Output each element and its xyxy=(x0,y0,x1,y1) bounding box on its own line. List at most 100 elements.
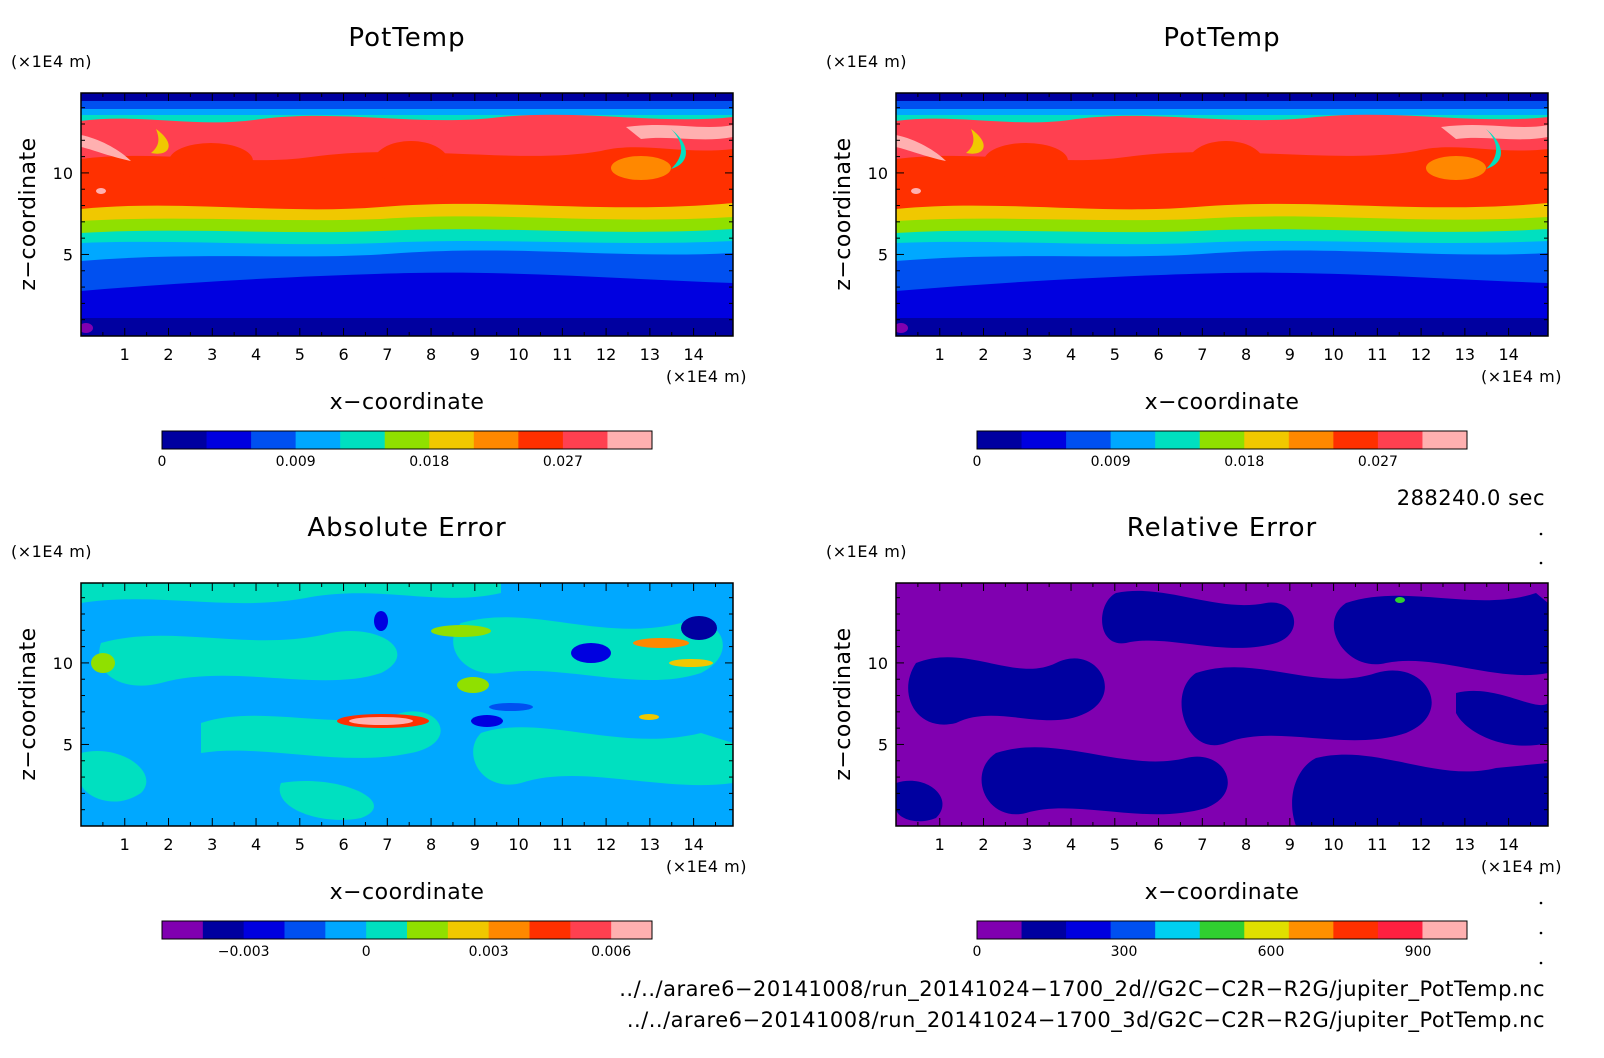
colorbar: 0 0.009 0.018 0.027 xyxy=(973,430,1468,470)
field-region xyxy=(279,781,374,820)
colorbar-tick-label: 0.006 xyxy=(591,944,631,960)
contour-field xyxy=(81,93,733,336)
colorbar-swatch xyxy=(562,431,608,449)
y-unit-label: (×1E4 m) xyxy=(11,542,92,561)
y-tick-label: 5 xyxy=(878,735,888,754)
field-region xyxy=(171,126,441,154)
field-region xyxy=(471,715,503,727)
colorbar-swatch xyxy=(1422,921,1468,939)
x-tick-label: 4 xyxy=(1066,345,1076,364)
field-region xyxy=(669,659,713,667)
x-tick-label: 14 xyxy=(683,345,703,364)
x-tick-label: 2 xyxy=(163,345,173,364)
field-region xyxy=(633,638,689,648)
x-tick-label: 7 xyxy=(382,345,392,364)
x-tick-label: 9 xyxy=(470,835,480,854)
y-axis-label: z−coordinate xyxy=(831,627,856,780)
colorbar-tick-label: 0.003 xyxy=(469,944,509,960)
field-band xyxy=(81,318,733,336)
contour-field xyxy=(896,583,1548,826)
field-band xyxy=(81,93,733,101)
colorbar-swatch xyxy=(1333,431,1379,449)
x-tick-label: 3 xyxy=(207,835,217,854)
field-band xyxy=(896,101,1548,109)
colorbar-swatch xyxy=(1199,921,1245,939)
colorbar-swatch xyxy=(1199,431,1245,449)
field-region xyxy=(611,156,671,180)
colorbar-swatch xyxy=(243,921,285,939)
colorbar-tick-label: 0 xyxy=(973,944,982,960)
colorbar-tick-label: 0 xyxy=(362,944,371,960)
field-region xyxy=(1426,156,1486,180)
colorbar-swatch xyxy=(1021,921,1067,939)
x-tick-label: 12 xyxy=(1411,835,1431,854)
colorbar-swatch xyxy=(1110,431,1156,449)
colorbar-swatch xyxy=(488,921,530,939)
x-tick-label: 14 xyxy=(683,835,703,854)
file-path-1: ../../arare6−20141008/run_20141024−1700_… xyxy=(619,977,1545,1002)
panel-2: PotTemp(×1E4 m)1 2 3 4 5 6 7 8 9 10 11 12 13 14510(×1… xyxy=(826,23,1562,470)
field-region xyxy=(986,126,1256,154)
y-tick-label: 5 xyxy=(878,245,888,264)
colorbar-frame xyxy=(976,920,1468,940)
field-region xyxy=(908,657,1105,725)
field-region xyxy=(91,653,115,673)
x-tick-label: 14 xyxy=(1498,345,1518,364)
field-region xyxy=(1292,754,1548,826)
x-tick-label: 7 xyxy=(1197,345,1207,364)
x-tick-label: 12 xyxy=(596,345,616,364)
colorbar-frame xyxy=(161,920,653,940)
panel-1: PotTemp(×1E4 m)1 2 3 4 5 6 7 8 9 10 11 12 13 14510(×1… xyxy=(11,23,747,470)
x-tick-label: 5 xyxy=(1110,835,1120,854)
x-unit-label: (×1E4 m) xyxy=(1481,367,1562,386)
field-band xyxy=(896,318,1548,336)
y-tick-label: 10 xyxy=(53,654,73,673)
colorbar-tick-label: 900 xyxy=(1405,944,1432,960)
x-tick-label: 9 xyxy=(1285,835,1295,854)
plot-frame xyxy=(80,582,734,827)
x-tick-label: 14 xyxy=(1498,835,1518,854)
tick-marks xyxy=(81,583,733,826)
colorbar-swatch xyxy=(162,921,204,939)
y-tick-label: 10 xyxy=(868,654,888,673)
x-tick-label: 10 xyxy=(1323,345,1343,364)
field-region xyxy=(1486,129,1501,169)
x-tick-label: 6 xyxy=(338,835,348,854)
colorbar-swatch xyxy=(1155,921,1201,939)
x-tick-label: 12 xyxy=(596,835,616,854)
colorbar-swatch xyxy=(977,921,1023,939)
field-region xyxy=(349,717,413,725)
colorbar-swatch xyxy=(473,431,519,449)
x-tick-label: 11 xyxy=(1367,835,1387,854)
plot-frame xyxy=(895,582,1549,827)
colorbar-swatch xyxy=(1377,431,1423,449)
x-tick-label: 7 xyxy=(1197,835,1207,854)
colorbar-swatch xyxy=(295,431,341,449)
colorbar-swatch xyxy=(1155,431,1201,449)
x-tick-label: 1 xyxy=(120,345,130,364)
colorbar-swatch xyxy=(1066,921,1112,939)
x-tick-label: 2 xyxy=(978,345,988,364)
x-tick-label: 13 xyxy=(1455,345,1475,364)
field-region xyxy=(626,125,733,140)
x-tick-label: 10 xyxy=(508,835,528,854)
colorbar-tick-label: 0 xyxy=(973,454,982,470)
panel-title: Absolute Error xyxy=(307,513,506,543)
colorbar-tick-label: 0.009 xyxy=(1091,454,1131,470)
field-region xyxy=(896,135,946,161)
field-region xyxy=(96,188,106,194)
field-region xyxy=(1395,597,1405,603)
colorbar-swatch xyxy=(407,921,449,939)
colorbar: 0 300 600 900 xyxy=(973,920,1468,960)
colorbar-swatch xyxy=(1422,431,1468,449)
field-band xyxy=(896,93,1548,101)
x-tick-label: 6 xyxy=(338,345,348,364)
field-region xyxy=(1441,125,1548,140)
x-tick-label: 2 xyxy=(978,835,988,854)
y-axis-label: z−coordinate xyxy=(16,627,41,780)
field-band xyxy=(81,583,733,826)
colorbar-swatch xyxy=(1066,431,1112,449)
x-tick-label: 1 xyxy=(935,345,945,364)
colorbar: −0.003 0 0.003 0.006 xyxy=(161,920,653,960)
field-region xyxy=(1456,690,1548,746)
